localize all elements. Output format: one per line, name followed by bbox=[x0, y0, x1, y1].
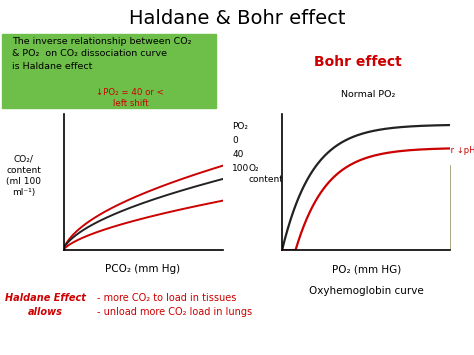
Text: PO₂ (mm HG): PO₂ (mm HG) bbox=[332, 264, 401, 274]
Text: O₂
content: O₂ content bbox=[248, 164, 283, 184]
Text: The inverse relationship between CO₂
& PO₂  on CO₂ dissociation curve
is Haldane: The inverse relationship between CO₂ & P… bbox=[12, 37, 191, 71]
Text: Normal PO₂: Normal PO₂ bbox=[341, 91, 396, 99]
Text: ↑PO₂ = 100
right shift: ↑PO₂ = 100 right shift bbox=[147, 208, 199, 228]
Text: Bohr effect: Bohr effect bbox=[314, 55, 402, 69]
Text: Oxyhemoglobin curve: Oxyhemoglobin curve bbox=[309, 286, 424, 296]
Text: ↑PCO₂ or ↓pH
rt shift: ↑PCO₂ or ↓pH rt shift bbox=[415, 146, 474, 166]
Text: Shift in curve in
either direction 2° to
PCO₂ changes  is
Bohr effect: Shift in curve in either direction 2° to… bbox=[308, 172, 407, 218]
FancyBboxPatch shape bbox=[2, 34, 216, 108]
Text: Haldane & Bohr effect: Haldane & Bohr effect bbox=[129, 9, 345, 28]
Text: Haldane Effect
allows: Haldane Effect allows bbox=[5, 293, 85, 317]
Text: - more CO₂ to load in tissues
- unload more CO₂ load in lungs: - more CO₂ to load in tissues - unload m… bbox=[97, 293, 252, 317]
FancyBboxPatch shape bbox=[301, 165, 450, 248]
Text: PO₂
0
40
100: PO₂ 0 40 100 bbox=[232, 122, 249, 173]
Text: PCO₂ (mm Hg): PCO₂ (mm Hg) bbox=[105, 264, 180, 274]
Text: CO₂/
content
(ml 100
ml⁻¹): CO₂/ content (ml 100 ml⁻¹) bbox=[6, 154, 41, 197]
Text: ↓PO₂ = 40 or <
left shift: ↓PO₂ = 40 or < left shift bbox=[97, 88, 164, 108]
